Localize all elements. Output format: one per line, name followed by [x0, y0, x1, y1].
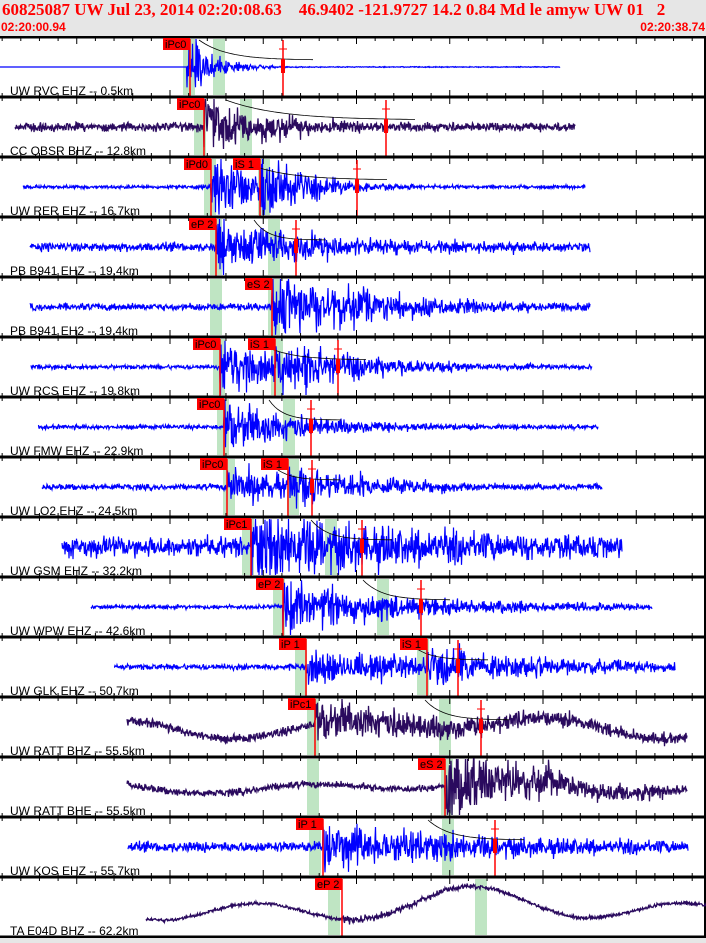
pick-label-text: iS 1	[250, 339, 269, 351]
pick-label[interactable]	[163, 38, 190, 50]
pick-label-text: iPc0	[165, 39, 186, 51]
waveform	[127, 823, 689, 873]
waveform	[30, 340, 593, 396]
pick-label[interactable]	[279, 638, 306, 650]
waveform	[145, 882, 706, 925]
pick-label[interactable]	[177, 98, 204, 110]
trace-panel[interactable]: iP 1 UW KOS EHZ -- 55.7km	[0, 810, 706, 878]
pick-label[interactable]	[245, 278, 272, 290]
pick-label[interactable]	[288, 698, 315, 710]
pick-label-text: eS 2	[247, 279, 270, 291]
pick-label[interactable]	[184, 158, 211, 170]
end-time: 02:20:38.74	[640, 20, 705, 34]
station-label: UW RCS EHZ -- 19.8km	[10, 384, 140, 398]
pick-label-text: eP 2	[317, 879, 339, 891]
pick-label[interactable]	[193, 338, 220, 350]
waveform	[41, 463, 603, 509]
waveform	[0, 38, 561, 88]
waveform	[126, 758, 688, 816]
pick-label-text: iPc1	[226, 519, 247, 531]
pick-label-text: iS 1	[235, 159, 254, 171]
station-label: UW WPW EHZ -- 42.6km	[10, 624, 145, 638]
pick-label[interactable]	[418, 758, 445, 770]
station-label: UW GSM EHZ -- 32.2km	[10, 564, 142, 578]
waveform	[61, 518, 623, 576]
seismogram-plot[interactable]: iPc0 UW RVC EHZ -- 0.5km iPc0 CC QBSR BHZ -…	[0, 30, 706, 939]
trace-panel[interactable]: iPc1 UW GSM EHZ -- 32.2km	[0, 510, 706, 578]
pick-label[interactable]	[400, 638, 427, 650]
pick-label-text: iS 1	[263, 459, 282, 471]
pick-label[interactable]	[224, 518, 251, 530]
trace-panel[interactable]: iPc0 UW RVC EHZ -- 0.5km	[0, 30, 706, 98]
station-label: PB B941 EH2 -- 19.4km	[10, 324, 138, 338]
trace-panel[interactable]: iPc1 UW RATT BHZ -- 55.5km	[0, 690, 706, 758]
waveform	[126, 698, 688, 747]
waveform	[90, 580, 653, 636]
station-label: UW RATT BHE -- 55.5km	[10, 804, 146, 818]
trace-panel[interactable]: iPc0 iS 1 UW RCS EHZ -- 19.8km	[0, 330, 706, 398]
start-time: 02:20:00.94	[1, 20, 66, 34]
waveform	[37, 399, 599, 448]
trace-panel[interactable]: eP 2 TA E04D BHZ -- 62.2km	[0, 870, 706, 938]
station-label: UW KOS EHZ -- 55.7km	[10, 864, 140, 878]
waveform	[29, 218, 591, 276]
trace-panel[interactable]: iPc0 CC QBSR BHZ -- 12.8km	[0, 90, 706, 158]
station-label: UW RER EHZ -- 16.7km	[10, 204, 140, 218]
station-label: UW RATT BHZ -- 55.5km	[10, 744, 145, 758]
pick-label-text: eP 2	[191, 219, 213, 231]
pick-label-text: iPc0	[199, 399, 220, 411]
pick-label-text: eS 2	[420, 759, 443, 771]
trace-panel[interactable]: iPc0 iS 1 UW LO2 EHZ -- 24.5km	[0, 450, 706, 518]
pick-label-text: iS 1	[402, 639, 421, 651]
pick-label[interactable]	[256, 578, 283, 590]
trace-panel[interactable]: iP 1 iS 1 UW GLK EHZ -- 50.7km	[0, 630, 706, 698]
pick-label[interactable]	[296, 818, 323, 830]
pick-label[interactable]	[197, 398, 224, 410]
trace-panel[interactable]: iPd0 iS 1 UW RER EHZ -- 16.7km	[0, 150, 706, 218]
pick-label-text: iPc1	[290, 699, 311, 711]
trace-panel[interactable]: eP 2 UW WPW EHZ -- 42.6km	[0, 570, 706, 638]
waveform	[22, 158, 586, 216]
event-title: 60825087 UW Jul 23, 2014 02:20:08.63 46.…	[2, 0, 666, 19]
station-label: UW GLK EHZ -- 50.7km	[10, 684, 139, 698]
pick-label-text: iP 1	[281, 639, 300, 651]
pick-label-text: iPc0	[202, 459, 223, 471]
trace-panel[interactable]: eS 2 PB B941 EH2 -- 19.4km	[0, 270, 706, 338]
station-label: TA E04D BHZ -- 62.2km	[10, 924, 138, 938]
pick-label-text: eP 2	[258, 579, 280, 591]
pick-label-text: iP 1	[298, 819, 317, 831]
pick-label[interactable]	[315, 878, 342, 890]
station-label: PB B941 EHZ -- 19.4km	[10, 264, 139, 278]
pick-label-text: iPd0	[186, 159, 208, 171]
waveform	[113, 643, 676, 686]
pick-label[interactable]	[233, 158, 260, 170]
pick-label-text: iPc0	[195, 339, 216, 351]
pick-label[interactable]	[200, 458, 227, 470]
trace-panel[interactable]: eP 2 PB B941 EHZ -- 19.4km	[0, 210, 706, 278]
pick-label-text: iPc0	[179, 99, 200, 111]
waveform	[29, 278, 591, 335]
station-label: UW RVC EHZ -- 0.5km	[10, 84, 133, 98]
station-label: UW LO2 EHZ -- 24.5km	[10, 504, 137, 518]
waveform	[14, 98, 576, 150]
station-label: CC QBSR BHZ -- 12.8km	[10, 144, 146, 158]
trace-panel[interactable]: eS 2 UW RATT BHE -- 55.5km	[0, 750, 706, 818]
pick-label[interactable]	[248, 338, 275, 350]
pick-label[interactable]	[261, 458, 288, 470]
pick-label[interactable]	[189, 218, 216, 230]
